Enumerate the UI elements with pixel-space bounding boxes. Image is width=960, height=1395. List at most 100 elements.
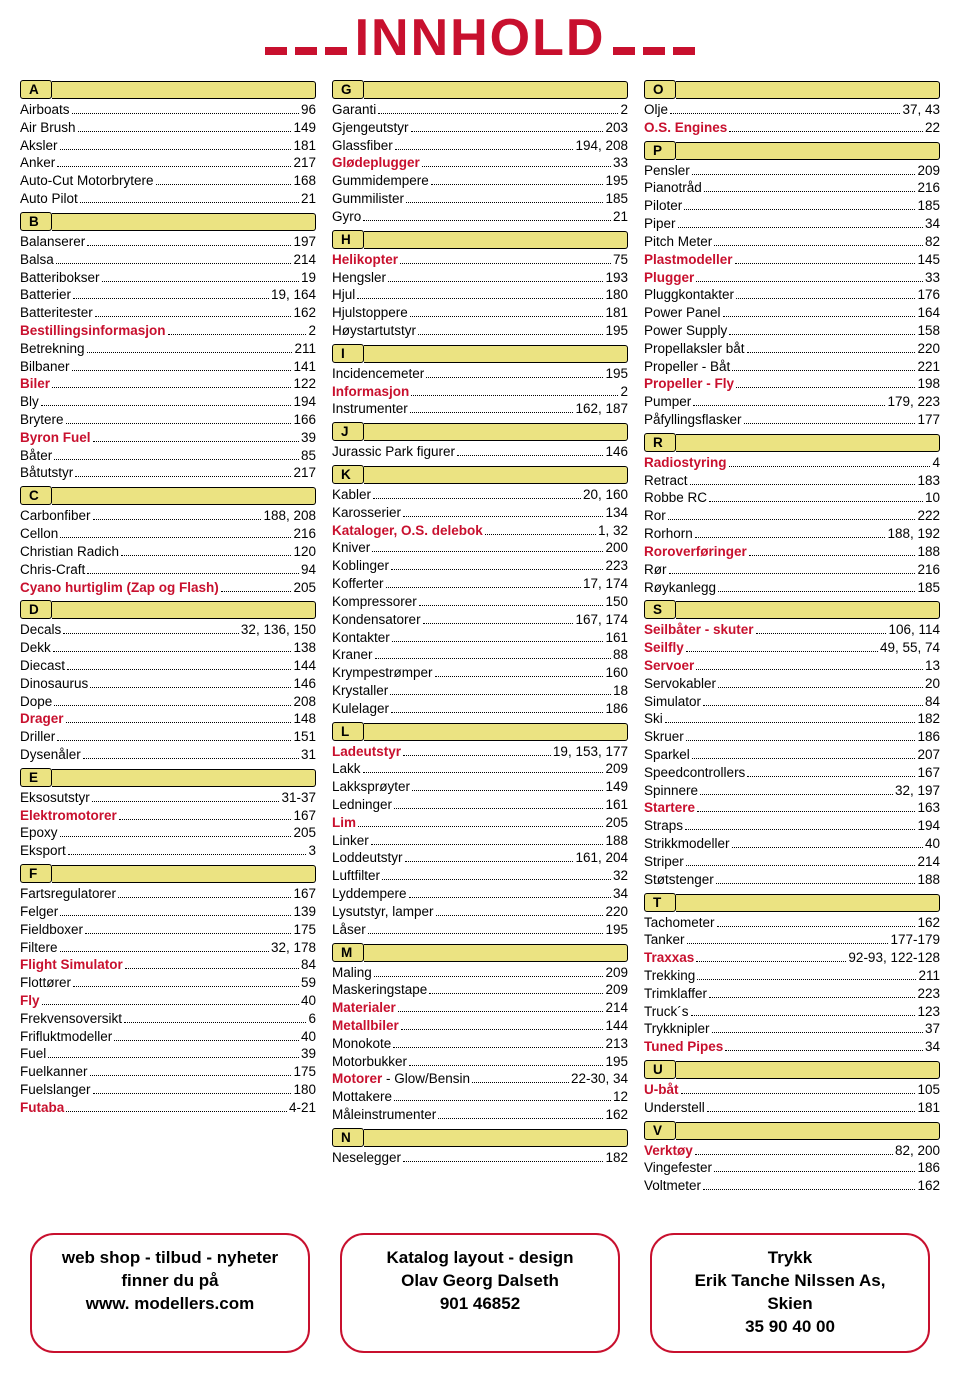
index-entry: Propellaksler båt220 <box>644 340 940 358</box>
entry-page: 144 <box>293 657 316 675</box>
index-entry: Incidencemeter195 <box>332 365 628 383</box>
entry-page: 40 <box>301 1028 316 1046</box>
footer: web shop - tilbud - nyheterfinner du påw… <box>0 1205 960 1373</box>
entry-page: 21 <box>301 190 316 208</box>
entry-page: 75 <box>613 251 628 269</box>
index-entry: Kabler20, 160 <box>332 486 628 504</box>
entry-label: Pluggkontakter <box>644 286 734 304</box>
entry-page: 180 <box>293 1081 316 1099</box>
index-entry: Robbe RC10 <box>644 489 940 507</box>
entry-label: Carbonfiber <box>20 507 91 525</box>
entry-label: Dope <box>20 693 52 711</box>
entry-page: 123 <box>917 1003 940 1021</box>
entry-page: 33 <box>925 269 940 287</box>
entry-page: 19, 153, 177 <box>553 743 628 761</box>
entry-label: Glassfiber <box>332 137 393 155</box>
index-entry: Støtstenger 188 <box>644 871 940 889</box>
index-entry: Batteritester162 <box>20 304 316 322</box>
entry-page: 205 <box>293 579 316 597</box>
entry-page: 188, 192 <box>887 525 940 543</box>
entry-page: 13 <box>925 657 940 675</box>
entry-page: 175 <box>293 1063 316 1081</box>
entry-page: 186 <box>605 700 628 718</box>
entry-page: 181 <box>605 304 628 322</box>
index-entry: Lakk209 <box>332 760 628 778</box>
entry-page: 12 <box>613 1088 628 1106</box>
footer-line: Katalog layout - design <box>360 1247 600 1270</box>
entry-label: Batteribokser <box>20 269 100 287</box>
index-entry: Lim205 <box>332 814 628 832</box>
letter-heading: I <box>332 344 628 365</box>
letter-box: H <box>332 230 364 249</box>
entry-page: 221 <box>917 358 940 376</box>
entry-label: Propellaksler båt <box>644 340 745 358</box>
entry-page: 134 <box>605 504 628 522</box>
entry-label: Byron Fuel <box>20 429 91 447</box>
index-entry: Kondensatorer167, 174 <box>332 611 628 629</box>
entry-label: Traxxas <box>644 949 694 967</box>
index-entry: Verktøy82, 200 <box>644 1142 940 1160</box>
footer-line: 35 90 40 00 <box>670 1316 910 1339</box>
letter-heading: P <box>644 141 940 162</box>
entry-page: 175 <box>293 921 316 939</box>
letter-box: N <box>332 1128 364 1147</box>
entry-label: Kulelager <box>332 700 389 718</box>
footer-box: TrykkErik Tanche Nilssen As, Skien35 90 … <box>650 1233 930 1353</box>
index-entry: Epoxy205 <box>20 824 316 842</box>
footer-line: finner du på <box>50 1270 290 1293</box>
index-entry: Betrekning211 <box>20 340 316 358</box>
index-entry: Decals32, 136, 150 <box>20 621 316 639</box>
index-entry: Materialer214 <box>332 999 628 1017</box>
entry-page: 177 <box>917 411 940 429</box>
entry-label: Røykanlegg <box>644 579 716 597</box>
letter-box: V <box>644 1121 676 1140</box>
entry-page: 223 <box>917 985 940 1003</box>
entry-page: 181 <box>917 1099 940 1117</box>
index-entry: Ledninger161 <box>332 796 628 814</box>
index-entry: Understell181 <box>644 1099 940 1117</box>
letter-heading: J <box>332 422 628 443</box>
letter-box: R <box>644 433 676 452</box>
entry-page: 105 <box>917 1081 940 1099</box>
index-entry: Power Panel164 <box>644 304 940 322</box>
entry-page: 20, 160 <box>583 486 628 504</box>
entry-label: Fly <box>20 992 40 1010</box>
index-column: AAirboats96Air Brush149Aksler181Anker217… <box>20 76 316 1195</box>
index-entry: Pumper179, 223 <box>644 393 940 411</box>
index-entry: Motorbukker195 <box>332 1053 628 1071</box>
entry-page: 166 <box>293 411 316 429</box>
entry-page: 161, 204 <box>575 849 628 867</box>
index-entry: Ski182 <box>644 710 940 728</box>
entry-label: Støtstenger <box>644 871 714 889</box>
entry-page: 195 <box>605 365 628 383</box>
index-entry: Trimklaffer223 <box>644 985 940 1003</box>
index-entry: Karosserier134 <box>332 504 628 522</box>
index-entry: Dope208 <box>20 693 316 711</box>
index-entry: Pensler209 <box>644 162 940 180</box>
index-entry: Kataloger, O.S. delebok1, 32 <box>332 522 628 540</box>
index-entry: Airboats96 <box>20 101 316 119</box>
entry-page: 32, 136, 150 <box>241 621 316 639</box>
letter-box: K <box>332 465 364 484</box>
entry-page: 32, 197 <box>895 782 940 800</box>
entry-page: 122 <box>293 375 316 393</box>
entry-label: Voltmeter <box>644 1177 701 1195</box>
entry-page: 32, 178 <box>271 939 316 957</box>
entry-label: Eksosutstyr <box>20 789 90 807</box>
entry-page: 31-37 <box>281 789 316 807</box>
entry-page: 161 <box>605 629 628 647</box>
index-entry: Ror222 <box>644 507 940 525</box>
entry-page: 193 <box>605 269 628 287</box>
entry-label: Hjul <box>332 286 355 304</box>
entry-label: Verktøy <box>644 1142 693 1160</box>
entry-page: 188 <box>917 871 940 889</box>
index-entry: Spinnere32, 197 <box>644 782 940 800</box>
letter-box: L <box>332 722 364 741</box>
index-entry: Pluggkontakter176 <box>644 286 940 304</box>
entry-page: 4 <box>932 454 940 472</box>
entry-page: 17, 174 <box>583 575 628 593</box>
footer-line: www. modellers.com <box>50 1293 290 1316</box>
entry-label: Tuned Pipes <box>644 1038 723 1056</box>
entry-page: 158 <box>917 322 940 340</box>
entry-page: 211 <box>294 340 316 358</box>
